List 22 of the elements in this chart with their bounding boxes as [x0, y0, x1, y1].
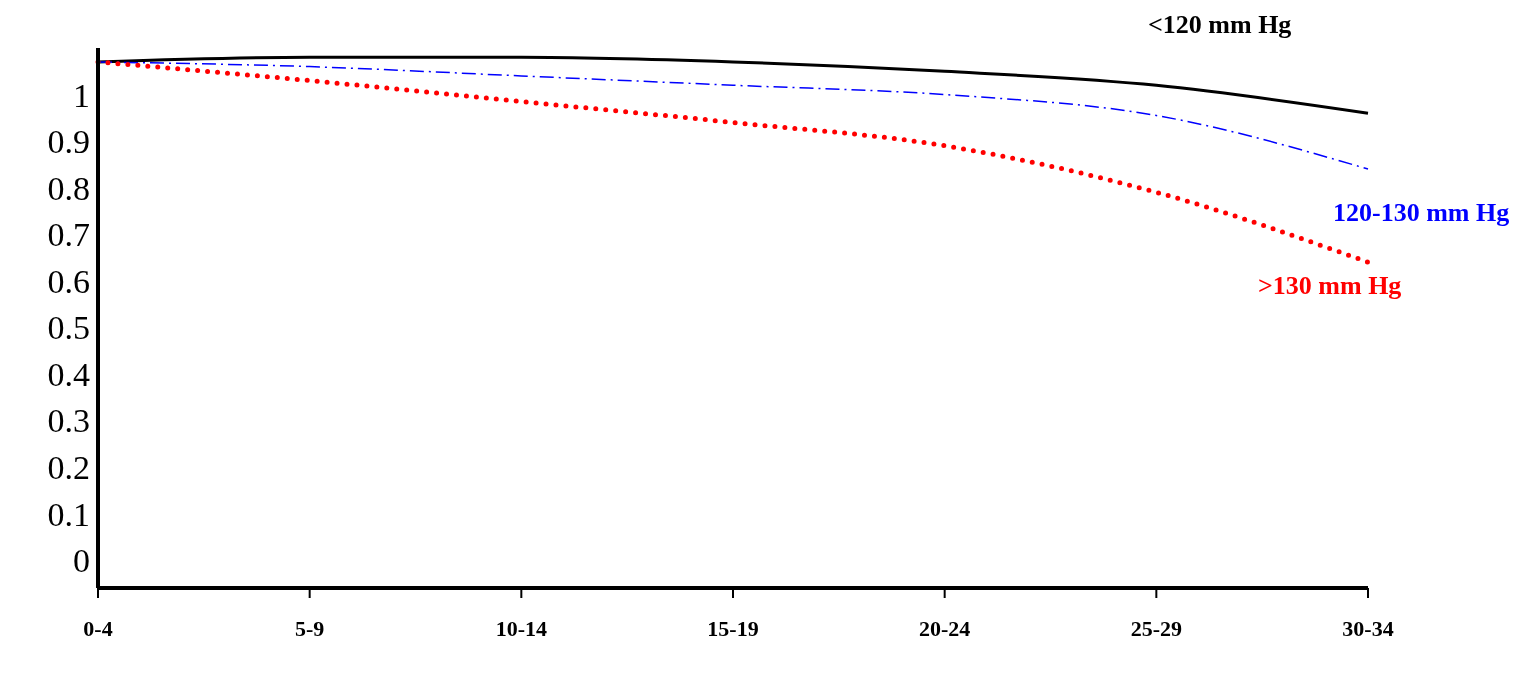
y-tick-label: 0.2: [47, 449, 90, 487]
x-tick-label: 25-29: [1130, 615, 1182, 641]
y-tick-label: 0.1: [47, 495, 90, 533]
x-tick-label: 5-9: [295, 615, 325, 641]
line-series: [97, 61, 1369, 170]
series-label: 120-130 mm Hg: [1333, 198, 1510, 228]
y-tick-label: 0.4: [47, 355, 90, 393]
y-tick-label: 0: [73, 542, 90, 580]
y-tick-label: 0.5: [47, 309, 90, 347]
x-tick-label: 20-24: [919, 615, 971, 641]
y-tick-label: 0.7: [47, 216, 90, 254]
series-label: >130 mm Hg: [1258, 271, 1402, 301]
y-tick-label: 1: [73, 76, 90, 114]
y-tick-label: 0.8: [47, 169, 90, 207]
x-tick-label: 30-34: [1342, 615, 1394, 641]
x-tick-label: 0-4: [83, 615, 113, 641]
y-tick-label: 0.6: [47, 262, 90, 300]
series-label: <120 mm Hg: [1148, 10, 1292, 40]
x-tick-label: 15-19: [707, 615, 759, 641]
y-tick-label: 0.9: [47, 123, 90, 161]
x-tick-label: 10-14: [495, 615, 547, 641]
y-tick-label: 0.3: [47, 402, 90, 440]
